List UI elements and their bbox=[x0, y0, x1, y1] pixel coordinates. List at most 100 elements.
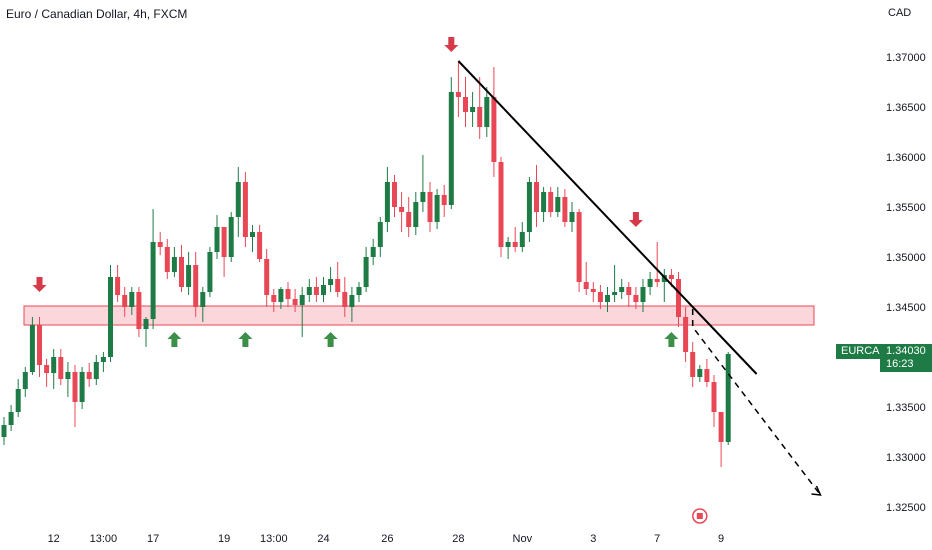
candle bbox=[1, 417, 7, 445]
event-flag-icon bbox=[696, 513, 703, 519]
bar-countdown: 16:23 bbox=[886, 358, 914, 370]
candle-body bbox=[242, 182, 248, 237]
candle bbox=[356, 282, 362, 302]
candle-body bbox=[668, 275, 674, 279]
candle bbox=[29, 317, 35, 375]
y-tick-label: 1.37000 bbox=[886, 52, 926, 64]
candle-body bbox=[370, 247, 376, 257]
candle bbox=[399, 192, 405, 232]
candle-body bbox=[427, 192, 433, 222]
candle bbox=[37, 317, 42, 377]
candle bbox=[597, 285, 603, 309]
arrows-layer bbox=[32, 37, 679, 347]
candle bbox=[484, 87, 490, 137]
currency-label: CAD bbox=[888, 7, 911, 19]
candle bbox=[328, 267, 334, 292]
candle-body bbox=[306, 287, 312, 295]
up-arrow-icon bbox=[664, 332, 679, 347]
candle bbox=[257, 225, 263, 262]
x-tick-label: 26 bbox=[381, 533, 393, 545]
y-tick-label: 1.35000 bbox=[886, 252, 926, 264]
x-tick-label: 3 bbox=[590, 533, 596, 545]
y-tick-label: 1.32500 bbox=[886, 502, 926, 514]
candle-body bbox=[647, 279, 653, 287]
candle bbox=[590, 282, 596, 302]
candle bbox=[633, 287, 639, 309]
candle-body bbox=[534, 182, 539, 212]
candle bbox=[548, 187, 554, 217]
candle bbox=[58, 349, 64, 385]
candle bbox=[306, 279, 312, 302]
candle-body bbox=[683, 317, 689, 352]
candle-body bbox=[562, 197, 568, 222]
candle bbox=[115, 265, 121, 302]
candle bbox=[79, 367, 85, 409]
candle-body bbox=[44, 365, 50, 373]
resistance-trendline bbox=[457, 60, 758, 375]
projection-arrowhead bbox=[811, 485, 822, 496]
candle-body bbox=[349, 295, 355, 307]
x-tick-label: 19 bbox=[218, 533, 230, 545]
candle-body bbox=[413, 202, 419, 227]
candle bbox=[519, 222, 525, 252]
candle-body bbox=[207, 252, 213, 292]
candle-body bbox=[569, 212, 575, 222]
x-tick-label: 24 bbox=[317, 533, 329, 545]
candle-body bbox=[583, 282, 589, 289]
candle bbox=[342, 277, 348, 317]
candle-body bbox=[498, 162, 504, 247]
y-tick-label: 1.36500 bbox=[886, 102, 926, 114]
candle-body bbox=[455, 92, 461, 97]
candle bbox=[392, 175, 397, 217]
candle-body bbox=[619, 287, 625, 292]
candle-body bbox=[221, 227, 227, 257]
candle-body bbox=[342, 292, 348, 307]
candle bbox=[441, 185, 447, 217]
candle bbox=[186, 252, 192, 295]
candle-body bbox=[363, 257, 369, 287]
candle-body bbox=[704, 369, 710, 382]
candle-body bbox=[519, 232, 525, 247]
candle bbox=[228, 212, 234, 262]
candle bbox=[505, 237, 511, 259]
candle bbox=[143, 317, 149, 347]
candle-body bbox=[143, 319, 149, 329]
candle-body bbox=[122, 295, 128, 307]
candle-body bbox=[164, 247, 170, 272]
candle-body bbox=[65, 372, 71, 379]
candle bbox=[100, 352, 106, 372]
candle bbox=[711, 375, 717, 427]
candle bbox=[612, 265, 618, 302]
candle bbox=[413, 192, 419, 235]
candle bbox=[406, 197, 412, 237]
candle-body bbox=[541, 192, 547, 212]
candle bbox=[264, 249, 270, 307]
candle-body bbox=[633, 295, 639, 302]
candle bbox=[51, 349, 57, 389]
candle bbox=[321, 277, 326, 302]
candle-body bbox=[235, 182, 241, 217]
candle bbox=[704, 359, 710, 387]
candle bbox=[569, 202, 575, 232]
candle bbox=[44, 359, 50, 387]
candle-body bbox=[79, 372, 85, 402]
candle bbox=[470, 92, 476, 127]
candle bbox=[583, 262, 589, 295]
candle-body bbox=[597, 292, 603, 302]
candle-body bbox=[313, 287, 319, 295]
candle bbox=[434, 189, 440, 229]
candle bbox=[463, 77, 468, 127]
candle-body bbox=[470, 107, 476, 112]
candle bbox=[498, 157, 504, 257]
candle bbox=[455, 62, 461, 117]
candle bbox=[150, 209, 156, 329]
x-tick-label: 7 bbox=[654, 533, 660, 545]
candle-body bbox=[93, 362, 99, 379]
candle-body bbox=[37, 325, 42, 365]
candle-body bbox=[299, 295, 305, 305]
candle-body bbox=[718, 412, 724, 442]
candle bbox=[619, 279, 625, 299]
down-arrow-icon bbox=[628, 212, 643, 227]
